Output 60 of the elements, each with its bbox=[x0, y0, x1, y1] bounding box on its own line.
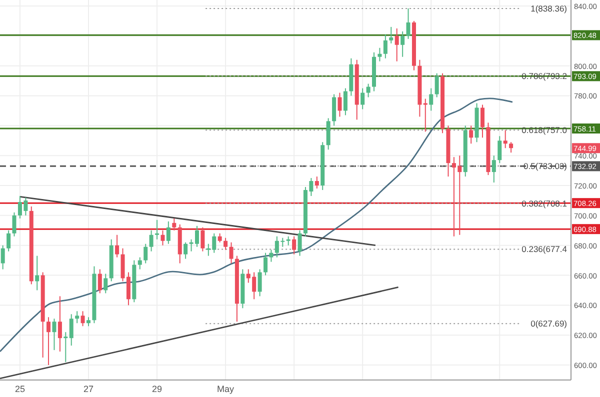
candlestick bbox=[338, 92, 342, 118]
candlestick bbox=[75, 310, 80, 324]
candlestick bbox=[149, 230, 154, 252]
candlestick bbox=[155, 219, 160, 240]
candlestick bbox=[429, 88, 434, 112]
candlestick bbox=[509, 142, 514, 154]
candlestick bbox=[138, 256, 142, 270]
candlestick bbox=[298, 230, 302, 256]
candlestick bbox=[326, 118, 330, 150]
candlestick bbox=[498, 136, 502, 164]
candlestick bbox=[406, 8, 410, 40]
candlestick bbox=[269, 249, 274, 262]
candlestick bbox=[69, 314, 74, 346]
candlestick bbox=[343, 88, 348, 116]
candlestick bbox=[492, 155, 496, 184]
ref-line-label: 1(838.36) bbox=[530, 3, 568, 14]
x-tick-label: 29 bbox=[152, 384, 162, 394]
candlestick bbox=[46, 316, 51, 366]
ref-line-label: 0.236(677.4 bbox=[522, 244, 568, 254]
candlestick bbox=[366, 83, 370, 98]
candlestick bbox=[383, 34, 388, 59]
candlestick bbox=[58, 296, 62, 352]
candlestick bbox=[6, 230, 11, 252]
candlestick bbox=[52, 318, 56, 351]
line-series bbox=[0, 98, 514, 352]
candlestick bbox=[292, 236, 296, 255]
x-tick-label: 27 bbox=[83, 384, 94, 394]
x-tick-label: 25 bbox=[14, 384, 25, 394]
candlestick bbox=[184, 242, 188, 260]
x-tick-label: May bbox=[217, 384, 235, 394]
candlestick bbox=[98, 268, 102, 294]
candlestick bbox=[35, 255, 40, 291]
candlestick bbox=[200, 226, 205, 252]
candlestick bbox=[480, 104, 485, 138]
candlestick bbox=[503, 130, 508, 149]
candlestick bbox=[434, 72, 439, 98]
candlestick bbox=[394, 28, 399, 62]
candlestick bbox=[314, 176, 319, 190]
ref-line-label: 0(627.69) bbox=[530, 318, 568, 329]
candlestick bbox=[332, 94, 336, 126]
candlestick bbox=[224, 237, 228, 250]
candlestick bbox=[423, 98, 428, 132]
candlestick bbox=[378, 47, 382, 62]
candlestick bbox=[469, 125, 474, 144]
candlestick bbox=[0, 244, 5, 270]
candlestick bbox=[166, 220, 170, 244]
candlestick bbox=[80, 310, 85, 327]
candlestick bbox=[389, 26, 394, 44]
candlestick bbox=[258, 268, 262, 297]
candlestick bbox=[172, 218, 176, 231]
candlestick bbox=[400, 30, 405, 58]
candlestick bbox=[12, 212, 16, 237]
candlestick bbox=[104, 273, 108, 294]
candlestick bbox=[144, 243, 148, 264]
candlestick bbox=[360, 88, 365, 110]
candlestick bbox=[229, 242, 234, 264]
candlestick bbox=[115, 234, 120, 258]
candlestick bbox=[160, 230, 165, 246]
candlestick bbox=[64, 332, 68, 363]
candlestick bbox=[264, 252, 268, 276]
